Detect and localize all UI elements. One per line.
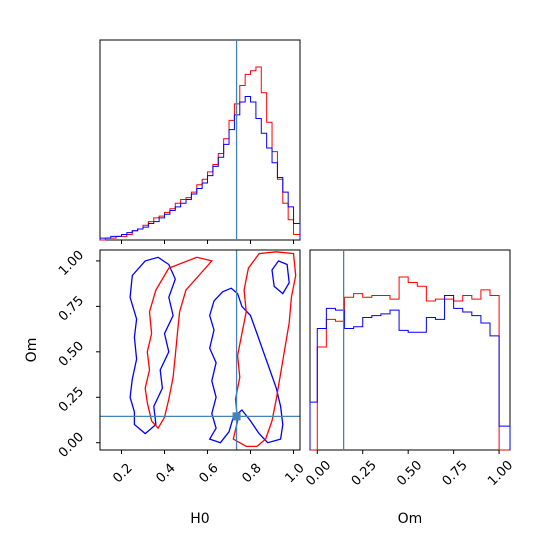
contour-y-tick-label: 0.00: [56, 430, 87, 461]
contour-series_a-2: [271, 260, 290, 295]
ylabel-om: Om: [24, 338, 40, 363]
contour-y-tick-label: 0.50: [56, 339, 87, 370]
truth-marker: [232, 412, 241, 421]
contour-y-tick-label: 0.75: [56, 293, 87, 324]
contour-series_b-1: [232, 251, 297, 448]
hist-om-x-tick-label: 0.50: [394, 458, 425, 489]
hist-om-x-tick-label: 0.25: [349, 458, 380, 489]
hist-om-series-b: [310, 276, 510, 451]
contour-frame: [99, 249, 301, 451]
hist-om-series-a: [309, 294, 511, 450]
contour-series_a-1: [208, 287, 284, 444]
hist-h0-series-b: [100, 66, 301, 241]
hist-om-frame: [309, 249, 511, 451]
hist-om-x-tick-label: 0.75: [440, 458, 471, 489]
contour-y-tick-label: 1.00: [56, 248, 87, 279]
hist-om-ticks: 0.00 0.25 0.50 0.75 1.00: [303, 450, 516, 489]
hist-om-x-tick-label: 0.00: [303, 458, 334, 489]
xlabel-h0: H0: [190, 511, 209, 527]
contour-x-tick-label: 0.8: [239, 461, 264, 486]
contour-lines: [100, 250, 300, 450]
hist-h0-frame: [99, 39, 301, 241]
xlabel-om: Om: [398, 511, 423, 527]
contour-series: [100, 250, 300, 450]
contour-panel: 0.2 0.4 0.6 0.8 1.0 0.00 0.25 0.50 0.75 1.00: [56, 248, 308, 486]
hist-h0-panel: [99, 39, 301, 244]
hist-h0-series-a: [99, 95, 301, 240]
hist-h0-series: [99, 40, 301, 241]
contour-x-tick-label: 0.6: [196, 461, 221, 486]
contour-y-tick-label: 0.25: [56, 384, 87, 415]
contour-series_b-0: [144, 256, 214, 430]
hist-h0-ticks: [121, 240, 295, 244]
hist-om-series: [309, 250, 511, 451]
contour-x-tick-label: 1.0: [282, 461, 307, 486]
hist-om-x-tick-label: 1.00: [485, 458, 516, 489]
hist-om-panel: 0.00 0.25 0.50 0.75 1.00: [303, 249, 516, 489]
contour-x-tick-label: 0.4: [153, 461, 178, 486]
contour-x-tick-label: 0.2: [110, 461, 135, 486]
contour-series_a-0: [129, 256, 176, 435]
